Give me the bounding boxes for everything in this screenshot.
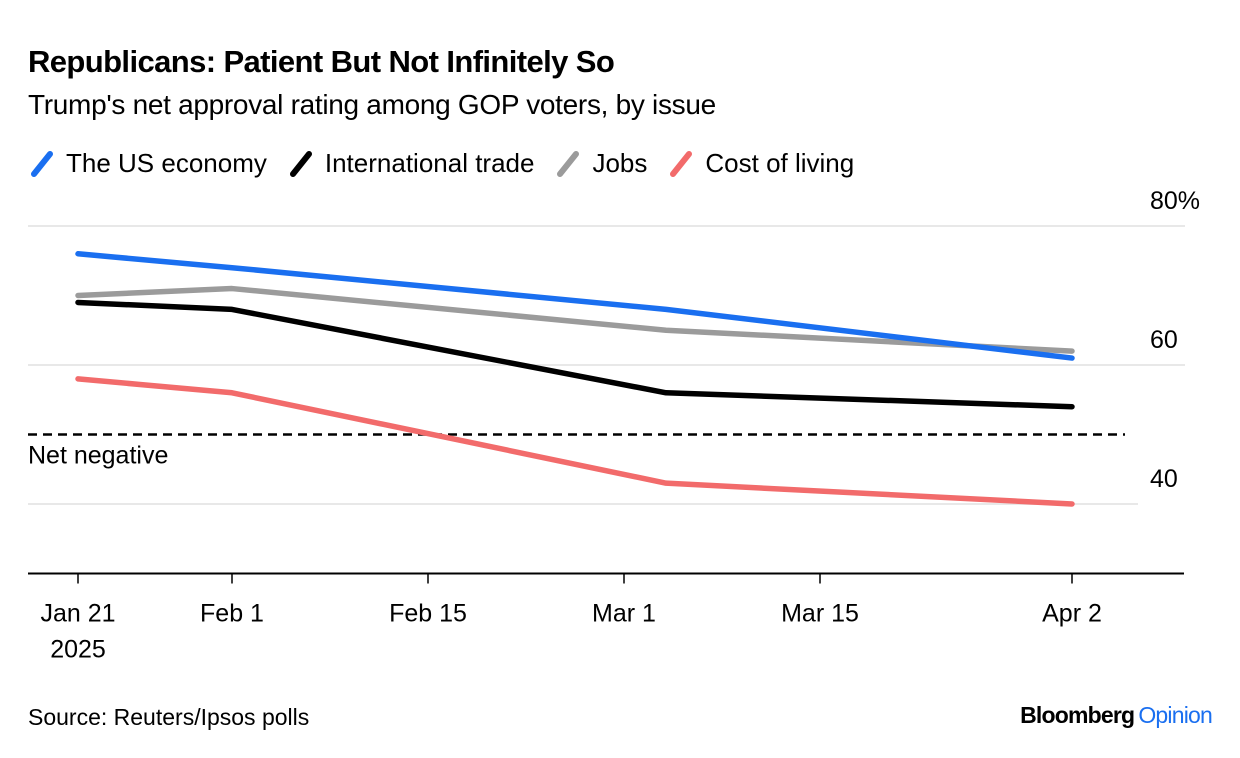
legend-item-international-trade: International trade (287, 145, 535, 181)
reference-line-group: Net negative (28, 433, 1125, 470)
brand-accent: Opinion (1138, 702, 1212, 728)
chart-title: Republicans: Patient But Not Infinitely … (28, 44, 615, 79)
legend-label: The US economy (66, 148, 267, 178)
brand-logo: Bloomberg Opinion (1020, 700, 1213, 730)
x-axis: Jan 21 2025 Feb 1 Feb 15 Mar 1 Mar 15 Apr 2 (28, 572, 1184, 664)
source-note: Source: Reuters/Ipsos polls (28, 704, 310, 730)
series-line-the-us-economy (75, 251, 1075, 361)
x-tick-sublabel: 2025 (50, 636, 106, 664)
x-tick-label: Jan 21 (40, 600, 115, 628)
legend-swatch-icon (31, 151, 53, 177)
legend-label: Cost of living (705, 148, 855, 178)
x-tick-label: Feb 15 (389, 600, 467, 628)
gridlines (28, 225, 1185, 505)
x-tick-label: Apr 2 (1042, 600, 1102, 628)
series-lines (75, 251, 1075, 507)
legend-swatch-icon (289, 151, 312, 177)
chart-subtitle: Trump's net approval rating among GOP vo… (28, 89, 716, 120)
series-line-international-trade (75, 299, 1075, 410)
y-tick-label: 40 (1150, 465, 1178, 493)
net-negative-label: Net negative (28, 442, 168, 470)
series-line-cost-of-living (75, 376, 1075, 507)
y-axis-labels: 80% 60 40 (1150, 187, 1200, 493)
y-tick-label: 60 (1150, 326, 1178, 354)
legend: The US economy International trade Jobs … (28, 145, 874, 181)
legend-item-cost-of-living: Cost of living (667, 145, 854, 181)
y-tick-label: 80% (1150, 187, 1200, 215)
x-tick-label: Mar 15 (781, 600, 859, 628)
x-tick-label: Feb 1 (200, 600, 264, 628)
brand-main: Bloomberg (1020, 702, 1135, 728)
legend-item-us-economy: The US economy (28, 145, 267, 181)
legend-label: International trade (324, 148, 535, 178)
series-line-jobs (75, 285, 1075, 354)
legend-swatch-icon (557, 151, 580, 177)
legend-label: Jobs (592, 148, 648, 178)
legend-swatch-icon (670, 151, 693, 177)
x-tick-label: Mar 1 (592, 600, 656, 628)
legend-item-jobs: Jobs (554, 145, 647, 181)
